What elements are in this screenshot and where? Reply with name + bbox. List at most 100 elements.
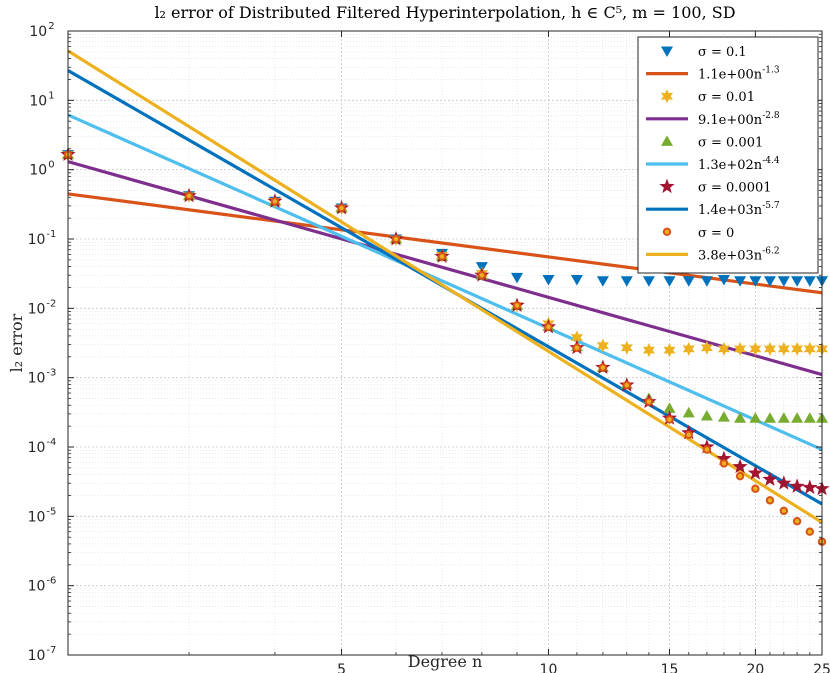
y-axis-label: l₂ error — [7, 313, 26, 372]
y-tick-exponent: -5 — [46, 506, 56, 517]
data-point — [717, 411, 730, 422]
data-point — [544, 322, 553, 332]
legend-label: 9.1e+00n-2.8 — [698, 111, 780, 128]
data-point — [777, 412, 790, 423]
legend-entry: 1.1e+00n-1.3 — [646, 66, 780, 83]
data-point — [700, 409, 713, 421]
data-point — [682, 406, 695, 418]
data-point — [749, 412, 762, 423]
data-point — [734, 341, 747, 356]
data-point — [437, 252, 447, 261]
y-tick-exponent: 1 — [48, 90, 54, 101]
legend-label: 1.3e+02n-4.4 — [698, 156, 780, 173]
legend-entry: 9.1e+00n-2.8 — [646, 111, 780, 128]
legend-label-exponent: -4.4 — [762, 156, 780, 166]
legend-entry: σ = 0.0001 — [659, 178, 772, 196]
data-point — [682, 341, 695, 356]
fit-line — [68, 160, 822, 377]
data-point — [684, 430, 693, 439]
legend-entry: σ = 0.1 — [661, 45, 747, 60]
legend-entry: 1.3e+02n-4.4 — [646, 156, 780, 173]
data-point — [570, 275, 583, 286]
fit-line — [68, 192, 822, 295]
legend-label: 1.4e+03n-5.7 — [698, 201, 780, 218]
data-point — [776, 475, 792, 490]
x-tick-label: 15 — [661, 662, 679, 673]
y-tick-exponent: -4 — [46, 437, 56, 448]
data-point — [596, 338, 609, 353]
data-point — [789, 478, 805, 493]
legend-label: 1.1e+00n-1.3 — [698, 66, 780, 83]
fit-line — [68, 49, 822, 524]
data-point — [749, 276, 762, 287]
data-point — [762, 471, 778, 486]
x-axis-label: Degree n — [408, 652, 483, 671]
data-point — [702, 445, 712, 454]
legend-entry: 1.4e+03n-5.7 — [646, 201, 780, 218]
data-point — [735, 471, 745, 481]
data-point — [734, 276, 747, 287]
x-tick-label: 5 — [337, 662, 346, 673]
legend-label: σ = 0.1 — [698, 45, 747, 60]
legend-label-exponent: -6.2 — [762, 246, 779, 256]
legend-label-base: 1.3e+02n — [698, 158, 763, 173]
x-tick-label: 20 — [746, 662, 764, 673]
data-point — [779, 506, 789, 516]
data-point — [763, 412, 776, 423]
legend-marker-swatch — [659, 178, 675, 194]
data-point — [777, 276, 790, 287]
fit-line — [68, 113, 822, 452]
data-point — [511, 272, 524, 284]
y-tick-exponent: -1 — [46, 229, 56, 240]
y-tick-exponent: -3 — [46, 368, 56, 379]
data-point — [512, 301, 522, 310]
legend-label-exponent: -2.8 — [762, 111, 780, 121]
legend-label: σ = 0.001 — [698, 135, 763, 150]
data-point — [570, 330, 583, 345]
data-point — [184, 191, 194, 200]
legend-marker-swatch — [661, 135, 673, 146]
legend-marker-swatch — [662, 227, 672, 237]
legend-label: 3.8e+03n-6.2 — [698, 246, 780, 263]
data-point — [717, 275, 730, 286]
data-point — [620, 340, 633, 355]
chart-title: l₂ error of Distributed Filtered Hyperin… — [154, 3, 735, 22]
plot-frame — [67, 30, 823, 656]
x-tick-label: 25 — [813, 662, 830, 673]
series-markers — [63, 150, 827, 546]
x-tick-labels: 5 10 15 20 25 — [337, 662, 830, 673]
data-point — [791, 412, 804, 423]
legend-label-base: 1.4e+03n — [698, 203, 763, 218]
data-point — [596, 276, 609, 287]
data-point — [777, 341, 790, 356]
axis-ticks — [67, 30, 823, 656]
data-point — [644, 397, 654, 406]
data-point — [805, 527, 815, 536]
data-point — [749, 341, 762, 356]
legend: σ = 0.1 1.1e+00n-1.3 σ = 0.01 9.1e+00n-2.8 σ… — [637, 36, 819, 274]
data-markers — [60, 146, 830, 546]
legend-entry: σ = 0.01 — [660, 89, 755, 105]
fit-lines — [68, 49, 822, 524]
y-tick-exponent: 0 — [48, 160, 54, 171]
data-point — [791, 276, 804, 287]
data-point — [642, 276, 655, 287]
data-point — [700, 340, 713, 355]
data-point — [270, 197, 280, 206]
data-point — [803, 276, 816, 287]
data-point — [732, 458, 748, 474]
y-tick-exponent: 2 — [48, 21, 54, 32]
y-tick-exponent: -7 — [46, 645, 56, 656]
legend-label-base: 1.1e+00n — [698, 68, 763, 83]
y-tick-exponent: -2 — [46, 298, 56, 309]
x-tick-label: 10 — [540, 662, 558, 673]
legend-marker-swatch — [660, 89, 674, 104]
data-point — [622, 380, 631, 390]
data-point — [682, 276, 695, 287]
legend-entry: σ = 0 — [662, 226, 734, 241]
data-point — [791, 341, 804, 356]
data-point — [598, 363, 608, 372]
data-point — [642, 343, 655, 358]
